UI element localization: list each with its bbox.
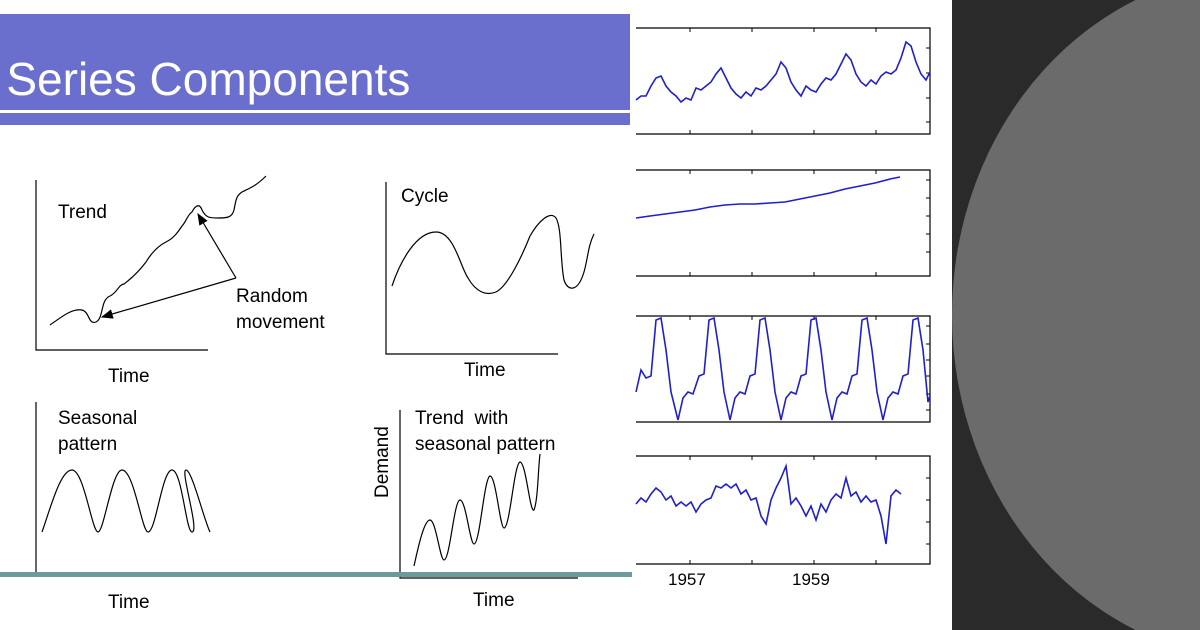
observed-series-line: [635, 40, 931, 104]
trend-arrow-lower: [100, 277, 237, 319]
seasonal-curve: [41, 469, 211, 533]
seasonal-label-line2: pattern: [58, 434, 118, 455]
cycle-label: Cycle: [401, 186, 449, 207]
trend-sketch: [35, 175, 267, 351]
title-bar: e Series Components: [0, 14, 630, 113]
cycle-axes: [385, 182, 558, 355]
random-movement-label-line2: movement: [236, 312, 325, 333]
residual-series-line: [635, 462, 902, 545]
trend-seasonal-xlabel: Time: [473, 590, 515, 611]
trend-xlabel: Time: [108, 366, 150, 387]
trend-seasonal-axes: [399, 410, 578, 579]
cycle-sketch: [385, 182, 595, 355]
seasonal-label-line1: Seasonal: [58, 408, 138, 429]
trend-seasonal-label-line1: Trend with: [415, 408, 509, 429]
decomposition-seasonal-panel: [635, 315, 931, 423]
trend-series-line: [635, 176, 901, 219]
trend-seasonal-label-line2: seasonal pattern: [415, 434, 556, 455]
trend-seasonal-sketch: [399, 410, 578, 579]
decomposition-trend-panel: [635, 169, 931, 277]
random-movement-label-line1: Random: [236, 286, 308, 307]
seasonal-xlabel: Time: [108, 592, 150, 613]
cycle-xlabel: Time: [464, 360, 506, 381]
trend-label: Trend: [58, 202, 107, 223]
cycle-curve: [391, 214, 595, 295]
decomposition-residual-panel: 1957 1959: [635, 455, 931, 589]
trend-axes: [35, 180, 208, 351]
demand-ylabel: Demand: [372, 426, 393, 498]
title-underline: [0, 113, 630, 125]
x-tick-1959: 1959: [792, 570, 830, 589]
slide-title: e Series Components: [0, 53, 411, 105]
trend-seasonal-curve: [413, 453, 541, 567]
dark-background-panel: [952, 0, 1200, 630]
x-tick-1957: 1957: [668, 570, 706, 589]
seasonal-series-line: [635, 316, 931, 421]
decomposition-observed-panel: [635, 27, 931, 135]
trend-arrow-upper: [197, 212, 237, 279]
footer-line: [0, 572, 632, 577]
trend-curve: [49, 175, 267, 326]
